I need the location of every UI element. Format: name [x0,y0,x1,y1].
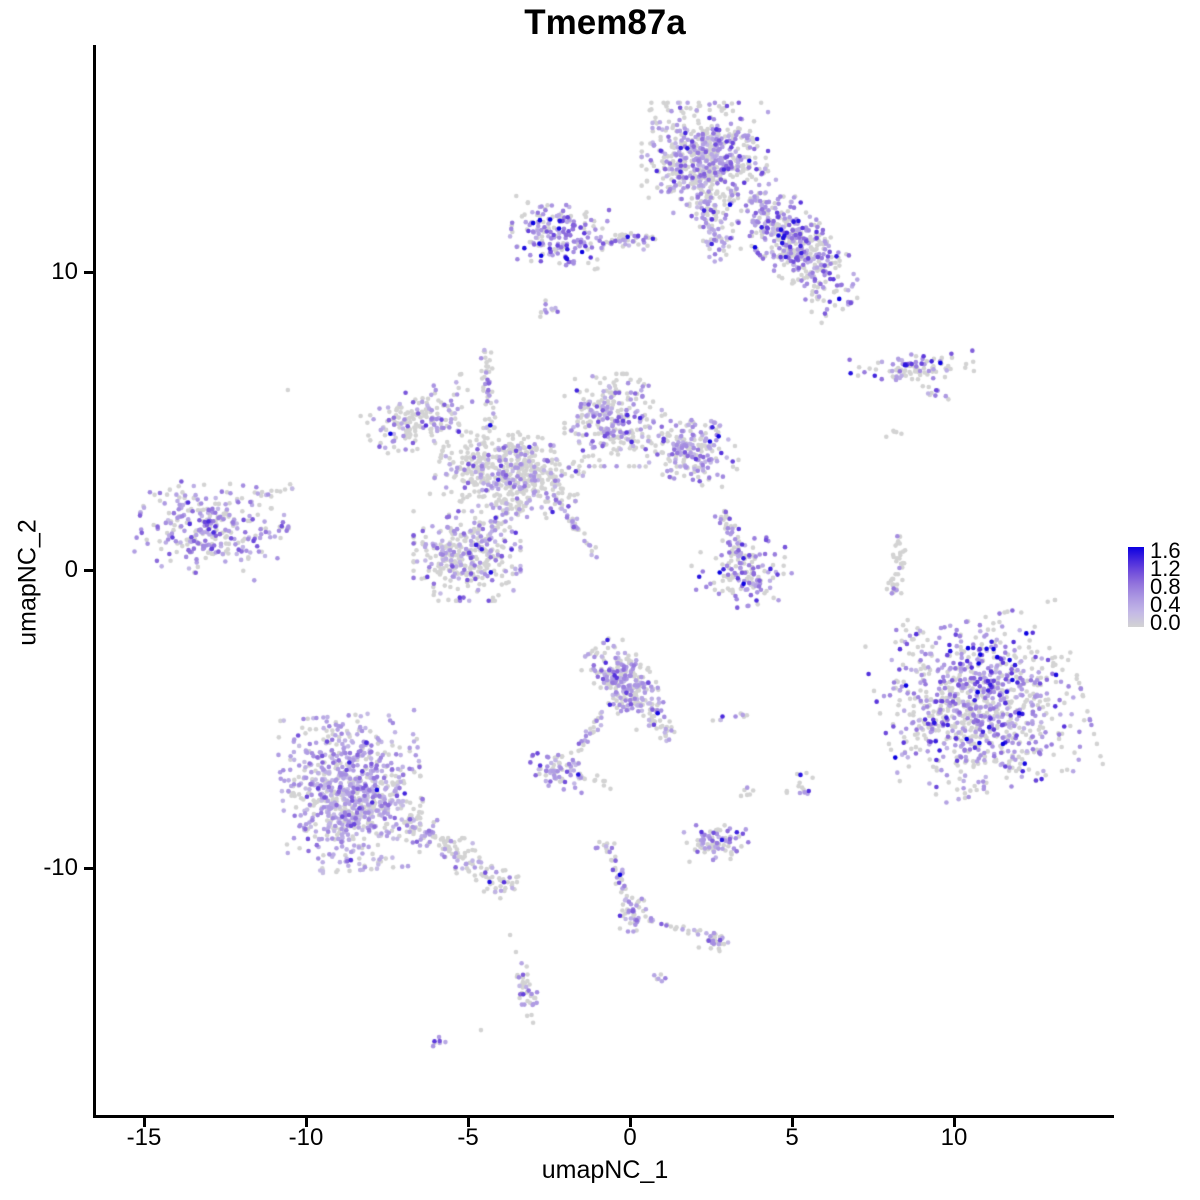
y-tick-mark [84,270,93,274]
x-tick-label: 5 [785,1124,799,1151]
colorbar-tick-label: 0.8 [1150,574,1181,599]
colorbar-gradient [1128,547,1144,627]
x-tick-label: -5 [457,1124,479,1151]
x-tick-mark [952,1118,956,1127]
colorbar-tick-label: 0.0 [1150,610,1181,635]
y-tick-mark [84,568,93,572]
colorbar-tick-label: 0.4 [1150,592,1181,617]
colorbar-tick-label: 1.6 [1150,538,1181,563]
x-tick-label: 0 [623,1124,637,1151]
y-tick-label: 10 [51,258,78,285]
x-axis-title: umapNC_1 [541,1156,669,1184]
x-tick-label: -10 [288,1124,324,1151]
x-tick-mark [142,1118,146,1127]
y-tick-label: 0 [64,556,78,583]
x-tick-mark [466,1118,470,1127]
x-tick-mark [790,1118,794,1127]
y-tick-label: -10 [43,854,78,881]
x-tick-mark [304,1118,308,1127]
y-tick-mark [84,866,93,870]
x-tick-label: -15 [126,1124,162,1151]
x-tick-mark [628,1118,632,1127]
x-axis-line [93,1115,1114,1118]
y-axis-line [93,45,96,1118]
plot-title: Tmem87a [524,3,686,42]
x-tick-label: 10 [940,1124,968,1151]
y-axis-title: umapNC_2 [13,519,42,646]
colorbar-tick-label: 1.2 [1150,556,1181,581]
